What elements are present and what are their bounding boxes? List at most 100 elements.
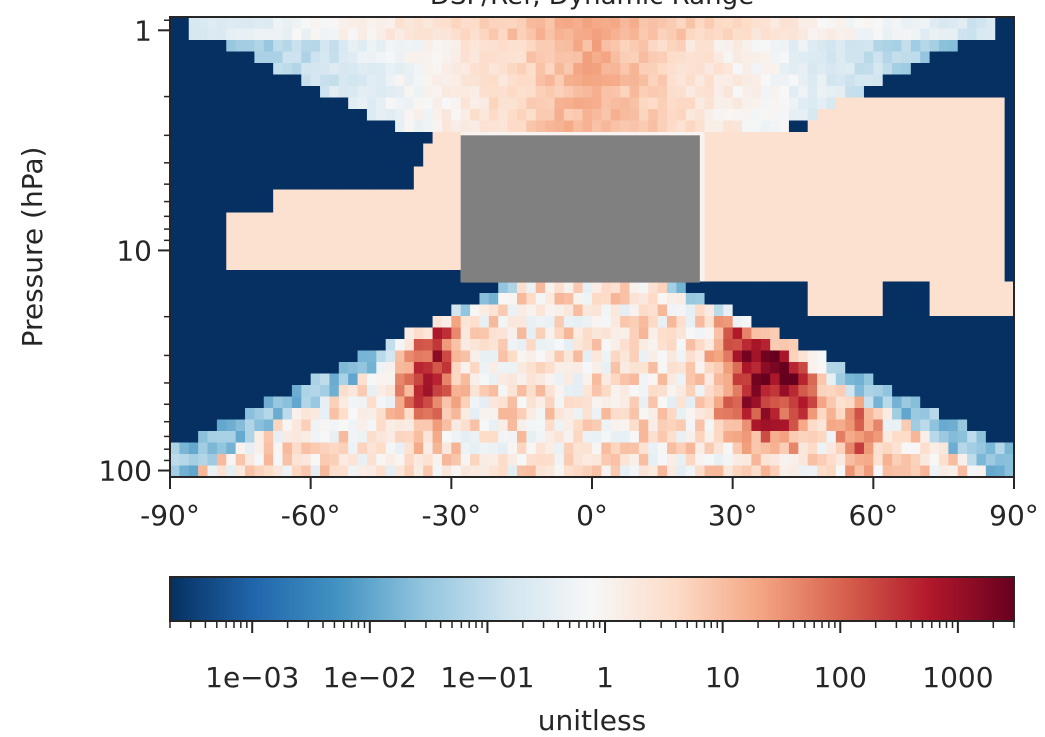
heat-cell xyxy=(441,109,452,122)
heat-cell xyxy=(395,373,406,386)
heat-cell xyxy=(376,350,387,363)
heat-cell xyxy=(910,258,921,271)
heat-cell xyxy=(985,189,996,202)
heat-cell xyxy=(329,28,340,41)
heat-cell xyxy=(470,373,481,386)
heat-cell xyxy=(863,385,874,398)
heat-cell xyxy=(629,408,640,421)
heat-cell xyxy=(920,40,931,53)
heat-cell xyxy=(498,316,509,329)
heat-cell xyxy=(779,143,790,156)
heat-cell xyxy=(985,224,996,237)
heat-cell xyxy=(179,178,190,191)
heat-cell xyxy=(207,132,218,145)
x-tick-label: -90° xyxy=(140,499,200,532)
heat-cell xyxy=(573,431,584,444)
heat-cell xyxy=(451,442,462,455)
heat-cell xyxy=(863,293,874,306)
heat-cell xyxy=(685,442,696,455)
heat-cell xyxy=(732,143,743,156)
heat-cell xyxy=(385,17,396,30)
heat-cell xyxy=(404,454,415,467)
colorbar-label: unitless xyxy=(538,704,646,737)
heat-cell xyxy=(845,120,856,133)
heat-cell xyxy=(742,293,753,306)
heat-cell xyxy=(845,155,856,168)
heat-cell xyxy=(488,40,499,53)
heat-cell xyxy=(676,350,687,363)
heat-cell xyxy=(592,86,602,99)
heat-cell xyxy=(657,454,668,467)
heat-cell xyxy=(835,373,846,386)
colorbar-tick-label: 100 xyxy=(814,661,867,694)
heat-cell xyxy=(863,431,874,444)
heat-cell xyxy=(488,327,499,340)
heat-cell xyxy=(423,442,434,455)
heat-cell xyxy=(226,97,237,110)
heat-cell xyxy=(432,339,443,352)
heat-cell xyxy=(432,51,443,64)
heat-cell xyxy=(648,28,659,41)
heat-cell xyxy=(273,350,284,363)
heat-cell xyxy=(263,120,274,133)
heat-cell xyxy=(779,97,790,110)
heat-cell xyxy=(779,189,790,202)
heat-cell xyxy=(226,396,237,409)
heat-cell xyxy=(179,86,190,99)
heat-cell xyxy=(254,270,265,283)
heat-cell xyxy=(329,17,340,30)
heat-cell xyxy=(648,281,659,294)
heat-cell xyxy=(320,362,331,375)
heat-cell xyxy=(432,247,443,260)
heat-cell xyxy=(629,293,640,306)
heat-cell xyxy=(920,235,931,248)
heat-cell xyxy=(788,258,799,271)
heat-cell xyxy=(320,17,331,30)
heat-cell xyxy=(226,17,237,30)
heat-cell xyxy=(413,373,424,386)
heat-cell xyxy=(760,178,771,191)
heat-cell xyxy=(667,51,677,64)
heat-cell xyxy=(273,40,284,53)
heat-cell xyxy=(742,281,753,294)
heat-cell xyxy=(488,385,499,398)
heat-cell xyxy=(995,132,1006,145)
heat-cell xyxy=(216,189,227,202)
heat-cell xyxy=(254,189,265,202)
heat-cell xyxy=(835,40,846,53)
heat-cell xyxy=(854,28,865,41)
heat-cell xyxy=(967,28,978,41)
heat-cell xyxy=(676,396,687,409)
heat-cell xyxy=(188,235,199,248)
heat-cell xyxy=(957,40,968,53)
heat-cell xyxy=(423,97,434,110)
heat-cell xyxy=(207,212,218,225)
heat-cell xyxy=(366,419,377,432)
heat-cell xyxy=(882,362,893,375)
heat-cell xyxy=(385,212,396,225)
heat-cell xyxy=(263,178,274,191)
heat-cell xyxy=(910,212,921,225)
heat-cell xyxy=(188,166,199,179)
heat-cell xyxy=(310,17,321,30)
heat-cell xyxy=(507,339,518,352)
heat-cell xyxy=(770,339,781,352)
heat-cell xyxy=(788,454,799,467)
heat-cell xyxy=(957,362,968,375)
heat-cell xyxy=(479,74,490,87)
heat-cell xyxy=(901,327,912,340)
heat-cell xyxy=(676,362,687,375)
heat-cell xyxy=(657,350,668,363)
heat-cell xyxy=(901,235,912,248)
heat-cell xyxy=(282,293,293,306)
heat-cell xyxy=(291,120,302,133)
heat-cell xyxy=(395,143,406,156)
heat-cell xyxy=(479,97,490,110)
heat-cell xyxy=(188,270,199,283)
heat-cell xyxy=(526,408,537,421)
heat-cell xyxy=(713,40,724,53)
heat-cell xyxy=(901,212,912,225)
heat-cell xyxy=(366,350,377,363)
heat-cell xyxy=(676,109,687,122)
heat-cell xyxy=(404,316,415,329)
